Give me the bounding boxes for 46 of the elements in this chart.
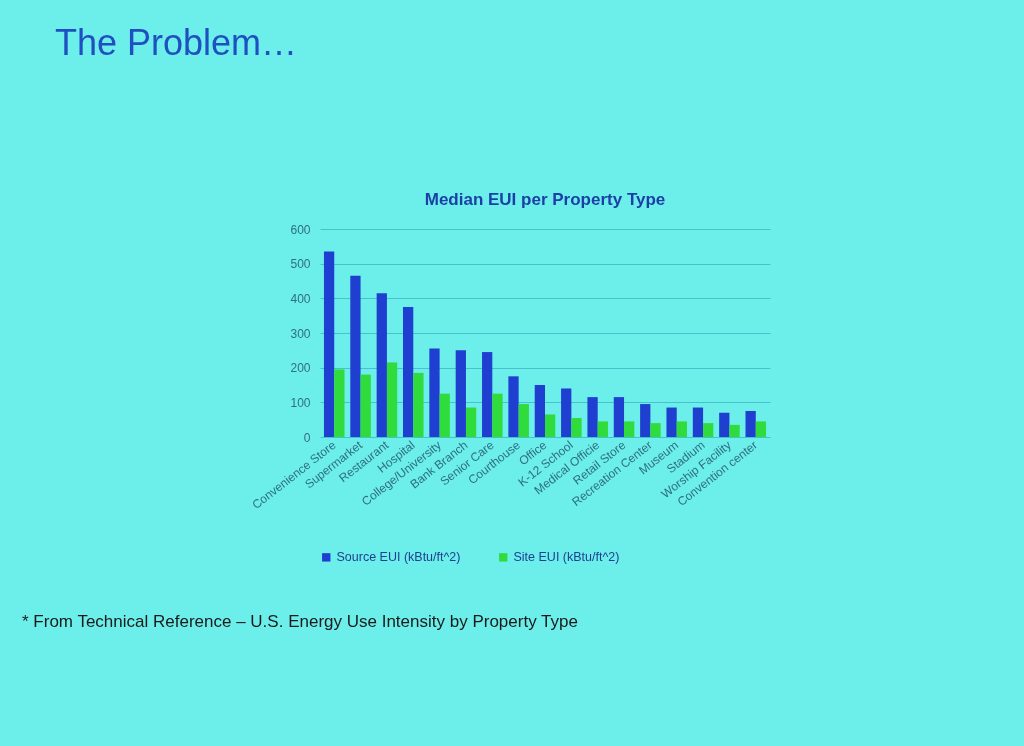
bar	[703, 423, 714, 437]
bar	[492, 393, 503, 437]
bar	[597, 421, 608, 437]
y-tick-label: 400	[290, 291, 311, 306]
bar	[571, 417, 582, 437]
bar	[692, 407, 704, 437]
y-tick-label: 600	[290, 222, 311, 237]
y-tick-label: 0	[303, 430, 311, 445]
legend-label: Site EUI (kBtu/ft^2)	[513, 550, 620, 565]
bar	[640, 404, 651, 437]
y-tick-label: 300	[290, 326, 311, 341]
bar	[323, 251, 335, 437]
bar	[508, 376, 519, 437]
bar	[587, 397, 598, 437]
chart-title: The Problem…	[55, 22, 298, 64]
y-tick-label: 100	[290, 395, 311, 410]
bar	[360, 374, 371, 437]
chart-subtitle: Median EUI per Property Type	[424, 190, 666, 209]
text: * From Technical Reference – U.S. Energy Use Intensity by Property Type	[22, 612, 578, 632]
bar	[719, 412, 730, 437]
bar	[402, 307, 414, 437]
bar	[482, 352, 493, 437]
bar	[745, 411, 756, 437]
legend-label: Source EUI (kBtu/ft^2)	[336, 550, 461, 565]
bar	[465, 407, 477, 437]
bar	[429, 348, 440, 437]
bar	[613, 397, 625, 437]
bar	[624, 421, 635, 437]
y-tick-label: 500	[290, 257, 311, 272]
bar	[534, 385, 545, 437]
bar	[350, 275, 361, 437]
bar	[561, 388, 572, 437]
bar	[376, 293, 387, 437]
bar	[650, 423, 661, 437]
bar	[545, 414, 556, 437]
bar	[518, 404, 529, 437]
bar	[413, 372, 424, 437]
bar	[334, 369, 345, 437]
y-tick-label: 200	[290, 361, 311, 376]
bar	[676, 421, 688, 437]
bar	[666, 407, 677, 437]
bar	[729, 424, 740, 437]
bar	[755, 421, 767, 437]
bar	[439, 393, 450, 437]
bar	[386, 362, 398, 437]
bar	[455, 350, 466, 437]
